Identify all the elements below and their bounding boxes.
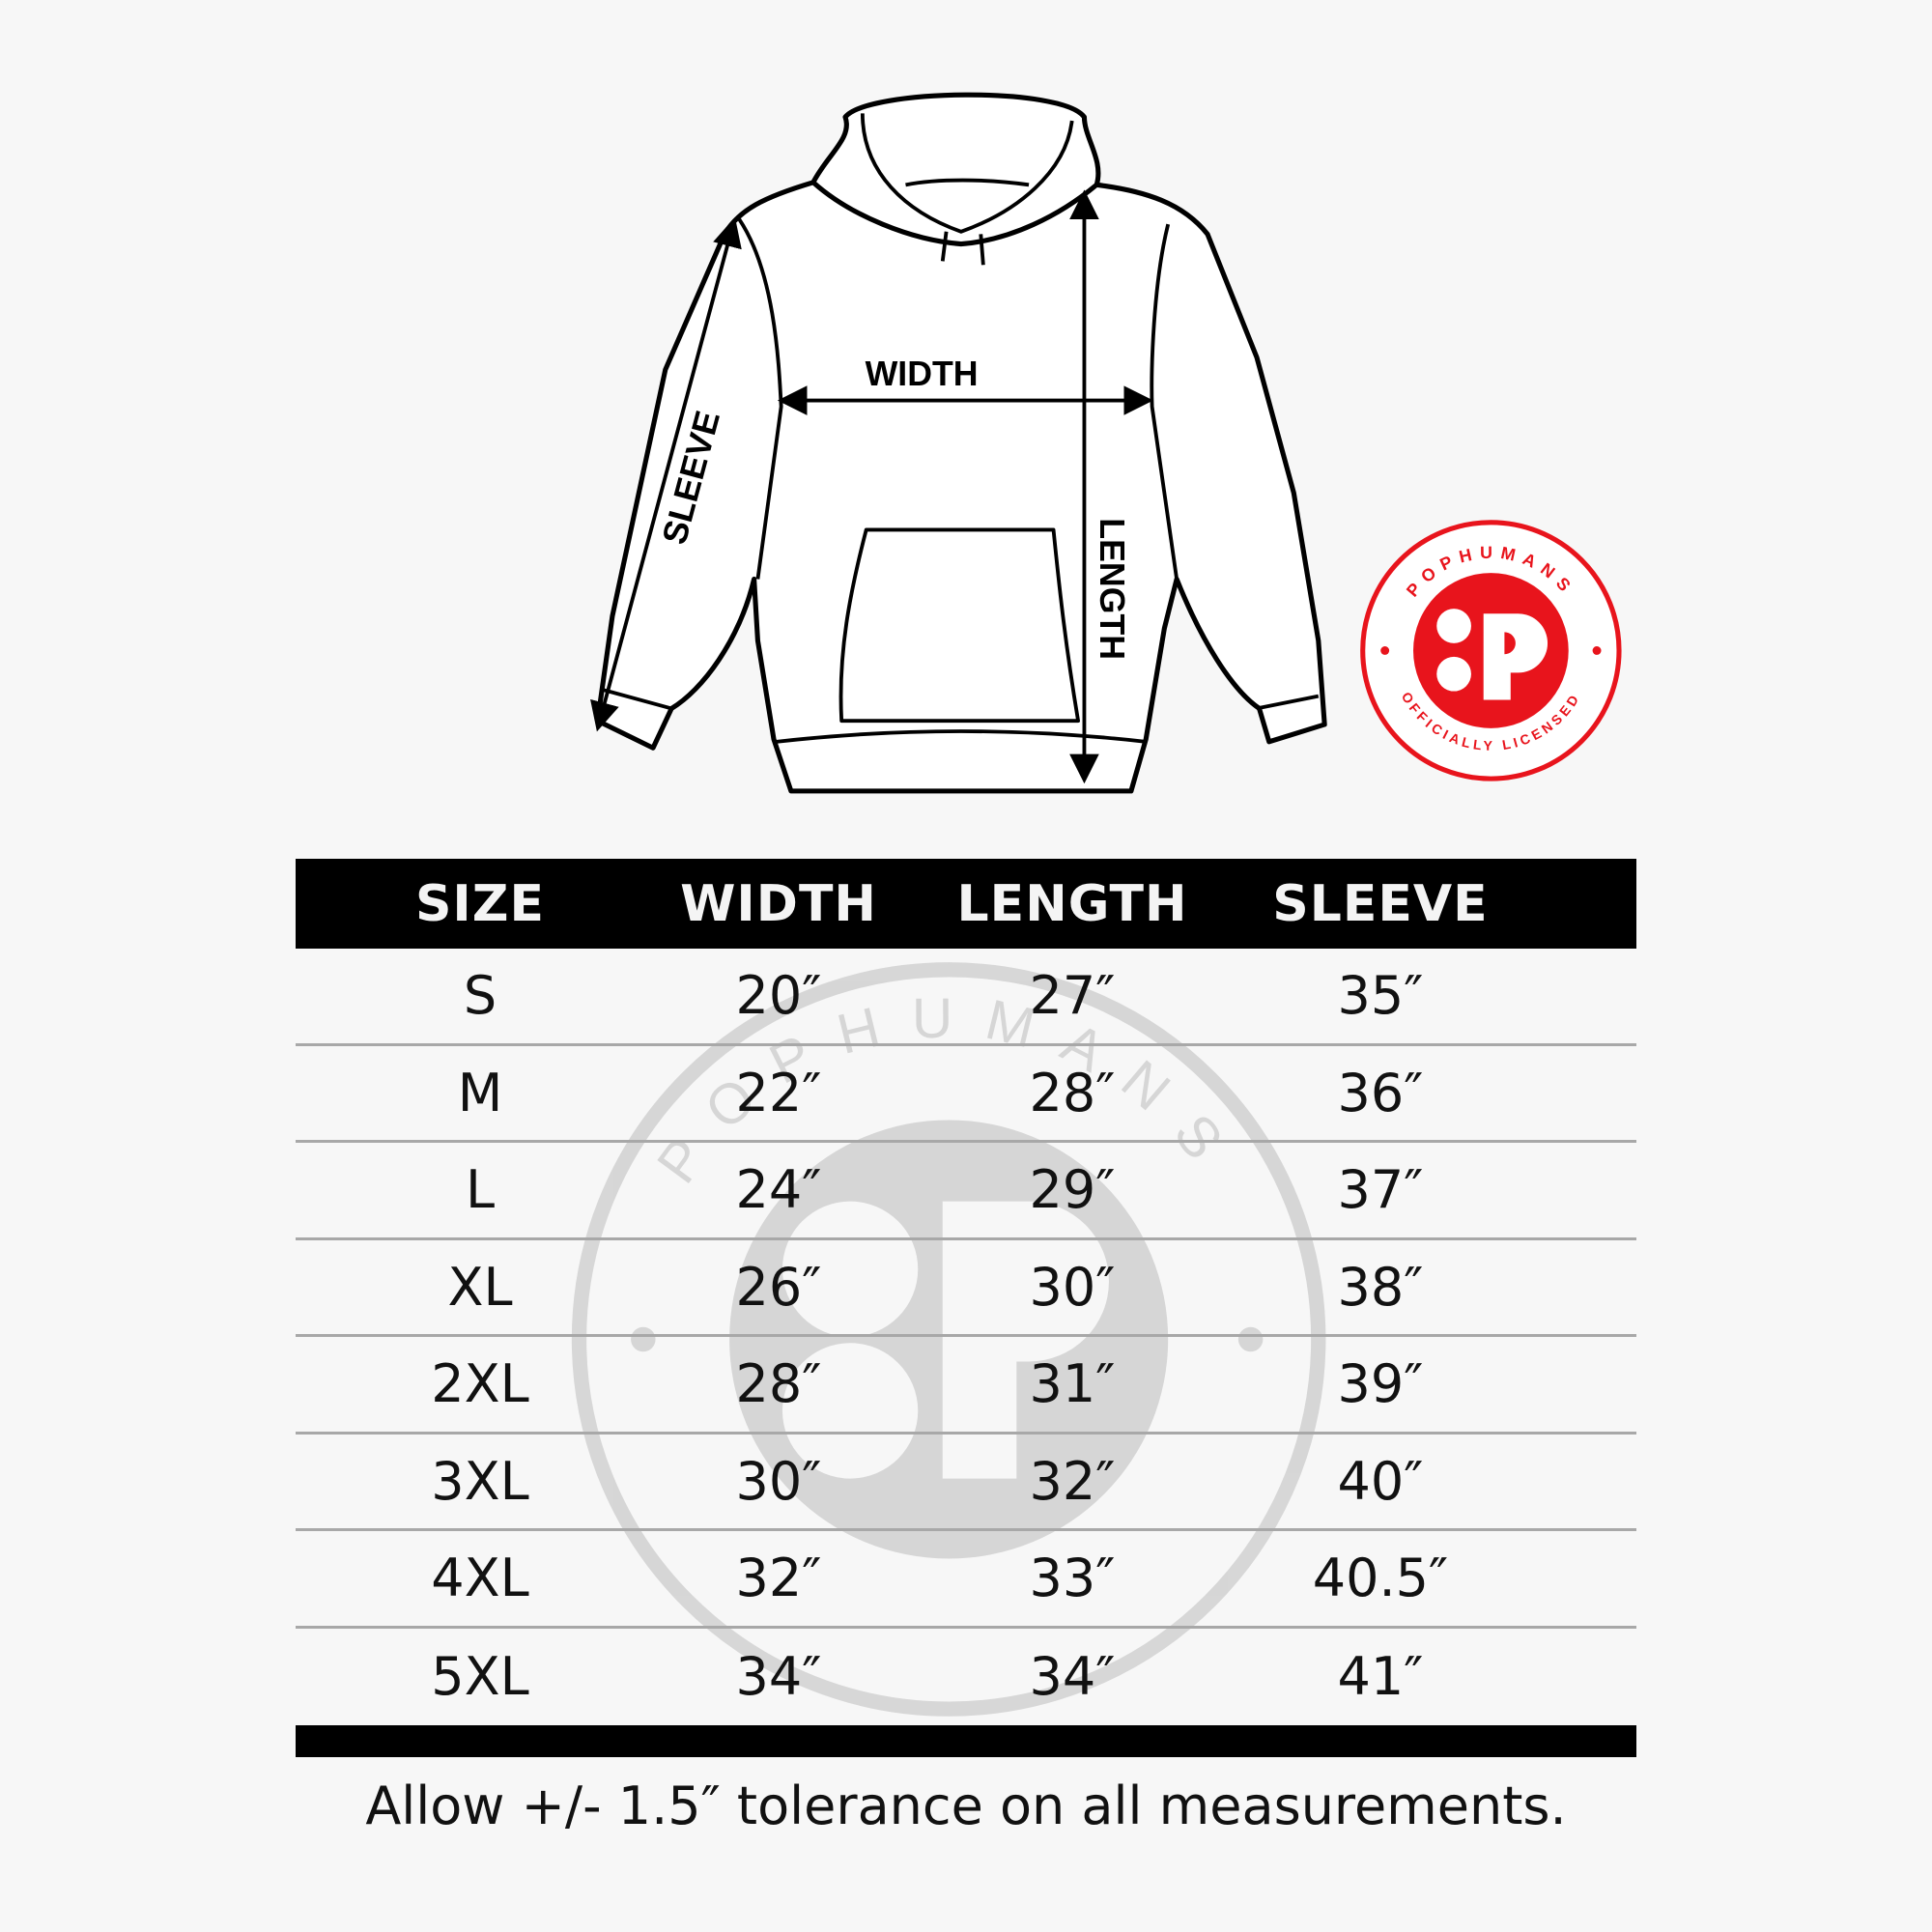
tolerance-note: Allow +/- 1.5″ tolerance on all measurem… xyxy=(365,1776,1567,1836)
table-body: S 20″ 27″ 35″ M 22″ 28″ 36″ L 24″ 29″ 37″ XL 26″ 30″ 38… xyxy=(296,949,1636,1725)
cell-width: 26″ xyxy=(735,1256,822,1318)
cell-length: 34″ xyxy=(1029,1646,1116,1708)
pophumans-logo: POPHUMANS OFFICIALLY LICENSED xyxy=(1360,520,1622,781)
cell-size: M xyxy=(457,1062,503,1123)
cell-length: 28″ xyxy=(1029,1062,1116,1123)
table-row: 5XL 34″ 34″ 41″ xyxy=(296,1629,1636,1726)
table-row: 2XL 28″ 31″ 39″ xyxy=(296,1337,1636,1435)
table-row: XL 26″ 30″ 38″ xyxy=(296,1240,1636,1337)
cell-size: 4XL xyxy=(431,1548,529,1609)
table-row: S 20″ 27″ 35″ xyxy=(296,949,1636,1046)
cell-size: 5XL xyxy=(431,1646,529,1708)
cell-length: 27″ xyxy=(1029,965,1116,1027)
cell-length: 33″ xyxy=(1029,1548,1116,1609)
table-row: L 24″ 29″ 37″ xyxy=(296,1143,1636,1240)
cell-size: XL xyxy=(447,1256,513,1318)
cell-width: 28″ xyxy=(735,1353,822,1415)
header-size: SIZE xyxy=(414,874,546,933)
cell-sleeve: 39″ xyxy=(1337,1353,1424,1415)
cell-size: 3XL xyxy=(431,1450,529,1512)
cell-sleeve: 40″ xyxy=(1337,1450,1424,1512)
table-header: SIZE WIDTH LENGTH SLEEVE xyxy=(296,859,1636,949)
cell-sleeve: 40.5″ xyxy=(1312,1548,1449,1609)
cell-width: 20″ xyxy=(735,965,822,1027)
cell-sleeve: 37″ xyxy=(1337,1159,1424,1221)
cell-length: 32″ xyxy=(1029,1450,1116,1512)
cell-sleeve: 41″ xyxy=(1337,1646,1424,1708)
cell-length: 29″ xyxy=(1029,1159,1116,1221)
header-sleeve: SLEEVE xyxy=(1272,874,1489,933)
cell-sleeve: 38″ xyxy=(1337,1256,1424,1318)
cell-width: 22″ xyxy=(735,1062,822,1123)
cell-sleeve: 36″ xyxy=(1337,1062,1424,1123)
cell-sleeve: 35″ xyxy=(1337,965,1424,1027)
width-label: WIDTH xyxy=(866,355,979,393)
sleeve-arrow xyxy=(590,216,742,732)
cell-length: 31″ xyxy=(1029,1353,1116,1415)
size-chart-table: SIZE WIDTH LENGTH SLEEVE S 20″ 27″ 35″ M 22″ 2… xyxy=(296,859,1636,1757)
cell-width: 34″ xyxy=(735,1646,822,1708)
hoodie-diagram xyxy=(595,92,1327,794)
cell-width: 24″ xyxy=(735,1159,822,1221)
table-bottom-bar xyxy=(296,1725,1636,1757)
cell-size: S xyxy=(463,965,497,1027)
table-row: M 22″ 28″ 36″ xyxy=(296,1046,1636,1143)
cell-size: L xyxy=(465,1159,496,1221)
cell-size: 2XL xyxy=(431,1353,529,1415)
table-row: 4XL 32″ 33″ 40.5″ xyxy=(296,1531,1636,1629)
header-width: WIDTH xyxy=(680,874,877,933)
length-label: LENGTH xyxy=(1093,518,1131,660)
cell-width: 30″ xyxy=(735,1450,822,1512)
header-length: LENGTH xyxy=(956,874,1188,933)
cell-width: 32″ xyxy=(735,1548,822,1609)
hoodie-pocket xyxy=(838,527,1080,724)
cell-length: 30″ xyxy=(1029,1256,1116,1318)
table-row: 3XL 30″ 32″ 40″ xyxy=(296,1435,1636,1531)
hoodie-hood xyxy=(810,92,1101,247)
